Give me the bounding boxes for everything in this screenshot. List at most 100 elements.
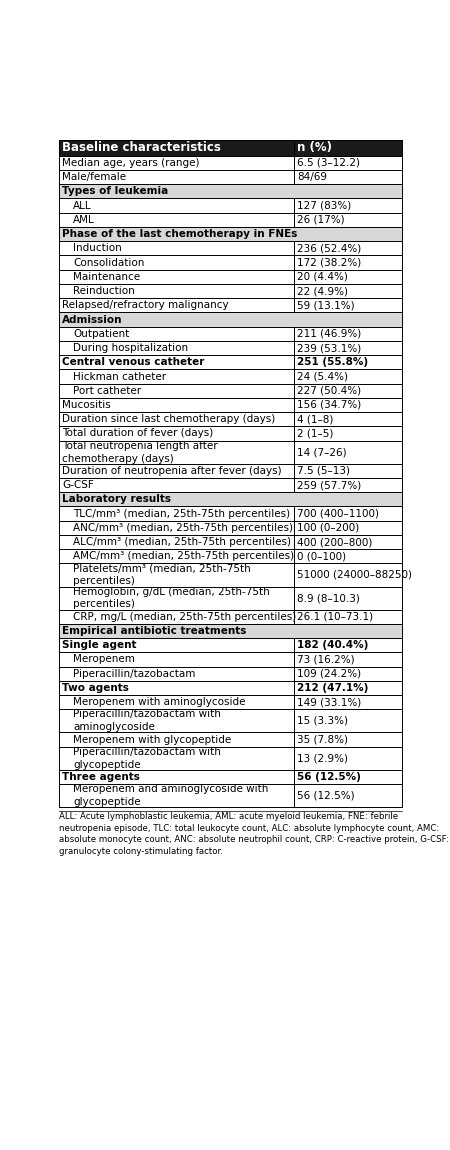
Text: ALL: ALL: [73, 200, 92, 210]
Text: Central venous catheter: Central venous catheter: [63, 358, 205, 367]
Bar: [59, 242, 402, 255]
Text: 35 (7.8%): 35 (7.8%): [297, 735, 348, 744]
Text: 2 (1–5): 2 (1–5): [297, 429, 333, 438]
Text: Meropenem with aminoglycoside: Meropenem with aminoglycoside: [73, 697, 246, 707]
Bar: [59, 478, 402, 492]
Text: 6.5 (3–12.2): 6.5 (3–12.2): [297, 158, 360, 168]
Bar: [59, 506, 402, 521]
Bar: [59, 199, 402, 213]
Text: 7.5 (5–13): 7.5 (5–13): [297, 466, 350, 476]
Text: Hemoglobin, g/dL (median, 25th-75th
percentiles): Hemoglobin, g/dL (median, 25th-75th perc…: [73, 586, 270, 610]
Text: G-CSF: G-CSF: [63, 480, 94, 490]
Bar: [59, 746, 402, 769]
Text: Meropenem and aminoglycoside with
glycopeptide: Meropenem and aminoglycoside with glycop…: [73, 784, 269, 807]
Bar: [59, 227, 402, 242]
Text: 212 (47.1%): 212 (47.1%): [297, 683, 369, 693]
Text: 259 (57.7%): 259 (57.7%): [297, 480, 361, 490]
Text: Laboratory results: Laboratory results: [63, 494, 171, 505]
Text: Relapsed/refractory malignancy: Relapsed/refractory malignancy: [63, 300, 229, 311]
Text: Three agents: Three agents: [63, 772, 140, 782]
Text: TLC/mm³ (median, 25th-75th percentiles): TLC/mm³ (median, 25th-75th percentiles): [73, 508, 290, 519]
Text: Maintenance: Maintenance: [73, 271, 140, 282]
Text: 26.1 (10–73.1): 26.1 (10–73.1): [297, 612, 373, 622]
Bar: [59, 384, 402, 398]
Bar: [59, 623, 402, 638]
Bar: [59, 298, 402, 313]
Text: 56 (12.5%): 56 (12.5%): [297, 790, 355, 800]
Bar: [59, 733, 402, 746]
Text: 22 (4.9%): 22 (4.9%): [297, 286, 348, 296]
Text: Types of leukemia: Types of leukemia: [63, 186, 169, 197]
Text: AMC/mm³ (median, 25th-75th percentiles): AMC/mm³ (median, 25th-75th percentiles): [73, 551, 294, 561]
Text: Duration of neutropenia after fever (days): Duration of neutropenia after fever (day…: [63, 466, 282, 476]
Text: Platelets/mm³ (median, 25th-75th
percentiles): Platelets/mm³ (median, 25th-75th percent…: [73, 564, 251, 586]
Text: 59 (13.1%): 59 (13.1%): [297, 300, 355, 311]
Text: 149 (33.1%): 149 (33.1%): [297, 697, 361, 707]
Text: 0 (0–100): 0 (0–100): [297, 551, 346, 561]
Text: Male/female: Male/female: [63, 172, 126, 182]
Bar: [59, 340, 402, 355]
Text: 4 (1–8): 4 (1–8): [297, 414, 333, 424]
Text: Induction: Induction: [73, 244, 122, 253]
Bar: [59, 427, 402, 440]
Text: Total neutropenia length after
chemotherapy (days): Total neutropenia length after chemother…: [63, 440, 218, 463]
Bar: [59, 521, 402, 535]
Text: 100 (0–200): 100 (0–200): [297, 523, 360, 532]
Text: Phase of the last chemotherapy in FNEs: Phase of the last chemotherapy in FNEs: [63, 229, 298, 239]
Bar: [59, 638, 402, 652]
Bar: [59, 784, 402, 807]
Bar: [59, 535, 402, 550]
Bar: [59, 710, 402, 733]
Text: 236 (52.4%): 236 (52.4%): [297, 244, 361, 253]
Text: 227 (50.4%): 227 (50.4%): [297, 385, 361, 396]
Bar: [59, 184, 402, 199]
Text: Meropenem: Meropenem: [73, 654, 135, 665]
Bar: [59, 313, 402, 327]
Bar: [59, 586, 402, 610]
Text: 14 (7–26): 14 (7–26): [297, 447, 346, 458]
Text: Total duration of fever (days): Total duration of fever (days): [63, 429, 214, 438]
Bar: [59, 681, 402, 695]
Bar: [59, 652, 402, 667]
Bar: [59, 463, 402, 478]
Bar: [59, 255, 402, 269]
Text: 15 (3.3%): 15 (3.3%): [297, 716, 348, 726]
Text: 84/69: 84/69: [297, 172, 327, 182]
Text: 700 (400–1100): 700 (400–1100): [297, 508, 379, 519]
Text: Piperacillin/tazobactam with
aminoglycoside: Piperacillin/tazobactam with aminoglycos…: [73, 710, 221, 733]
Text: During hospitalization: During hospitalization: [73, 343, 189, 353]
Text: 156 (34.7%): 156 (34.7%): [297, 400, 361, 411]
Text: Reinduction: Reinduction: [73, 286, 135, 296]
Bar: [59, 610, 402, 623]
Text: Baseline characteristics: Baseline characteristics: [63, 141, 221, 154]
Text: Hickman catheter: Hickman catheter: [73, 371, 166, 382]
Text: Mucositis: Mucositis: [63, 400, 111, 411]
Bar: [59, 369, 402, 384]
Text: Outpatient: Outpatient: [73, 329, 130, 339]
Bar: [59, 440, 402, 463]
Text: AML: AML: [73, 215, 95, 224]
Text: 8.9 (8–10.3): 8.9 (8–10.3): [297, 593, 360, 603]
Text: 400 (200–800): 400 (200–800): [297, 537, 373, 547]
Bar: [59, 139, 402, 155]
Text: 51000 (24000–88250): 51000 (24000–88250): [297, 570, 412, 580]
Text: Port catheter: Port catheter: [73, 385, 141, 396]
Text: n (%): n (%): [297, 141, 332, 154]
Text: Median age, years (range): Median age, years (range): [63, 158, 200, 168]
Text: 182 (40.4%): 182 (40.4%): [297, 641, 369, 650]
Text: CRP, mg/L (median, 25th-75th percentiles): CRP, mg/L (median, 25th-75th percentiles…: [73, 612, 297, 622]
Bar: [59, 412, 402, 427]
Bar: [59, 213, 402, 227]
Bar: [59, 667, 402, 681]
Text: 24 (5.4%): 24 (5.4%): [297, 371, 348, 382]
Text: 26 (17%): 26 (17%): [297, 215, 345, 224]
Text: Consolidation: Consolidation: [73, 258, 145, 268]
Text: Piperacillin/tazobactam with
glycopeptide: Piperacillin/tazobactam with glycopeptid…: [73, 746, 221, 769]
Bar: [59, 355, 402, 369]
Text: 127 (83%): 127 (83%): [297, 200, 351, 210]
Text: Two agents: Two agents: [63, 683, 129, 693]
Text: 13 (2.9%): 13 (2.9%): [297, 753, 348, 764]
Bar: [59, 564, 402, 586]
Bar: [59, 170, 402, 184]
Text: Meropenem with glycopeptide: Meropenem with glycopeptide: [73, 735, 232, 744]
